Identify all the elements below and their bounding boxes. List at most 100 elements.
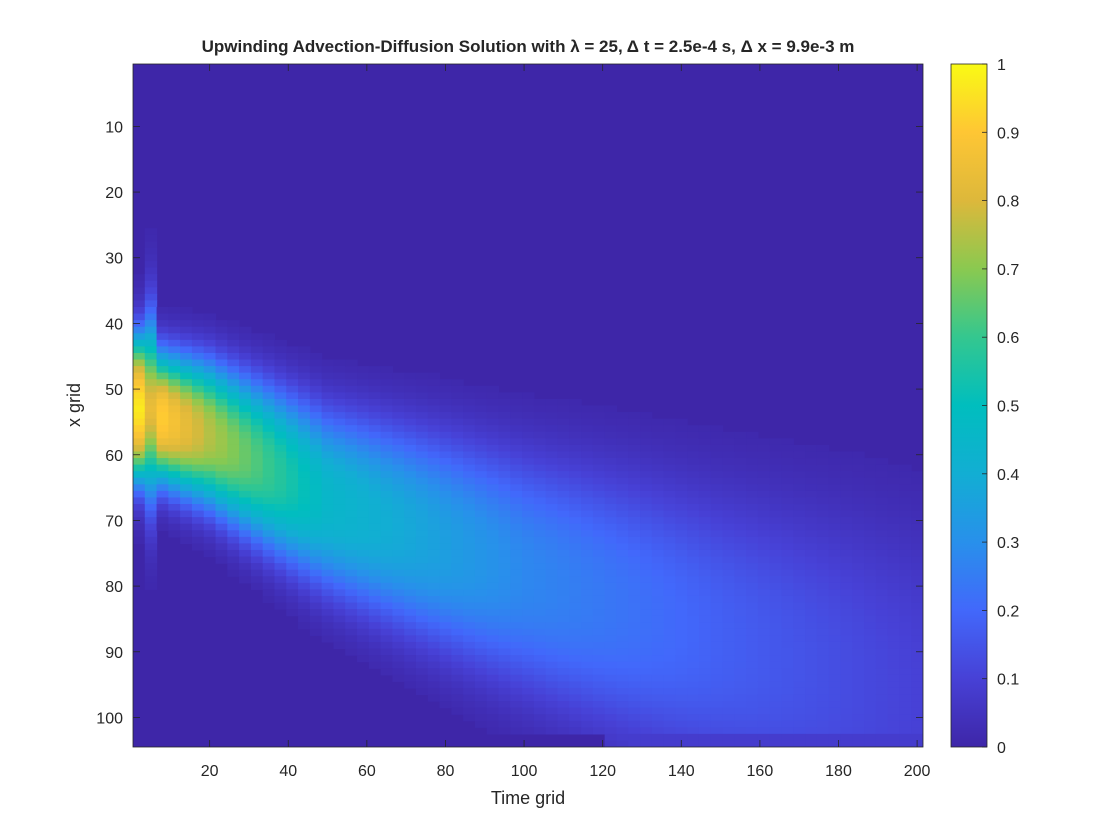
heatmap-cell [333, 379, 346, 387]
heatmap-cell [274, 464, 287, 472]
heatmap-cell [463, 510, 476, 518]
heatmap-cell [451, 398, 464, 407]
heatmap-cell [451, 477, 464, 485]
heatmap-cell [628, 641, 641, 650]
heatmap-cell [474, 451, 488, 459]
heatmap-cell [616, 543, 629, 551]
heatmap-cell [663, 687, 676, 696]
heatmap-cell [510, 490, 523, 499]
heatmap-cell [392, 641, 405, 650]
heatmap-cell [604, 628, 618, 636]
heatmap-cell [769, 458, 783, 466]
heatmap-cell [427, 471, 441, 479]
heatmap-cell [333, 576, 346, 584]
heatmap-cell [569, 661, 582, 669]
heatmap-cell [144, 392, 158, 400]
heatmap-cell [911, 530, 923, 538]
heatmap-cell [769, 589, 783, 597]
heatmap-cell [522, 609, 535, 617]
heatmap-cell [592, 655, 606, 663]
heatmap-cell [286, 405, 299, 413]
heatmap-cell [191, 398, 205, 407]
heatmap-cell [345, 398, 358, 407]
heatmap-cell [592, 622, 606, 630]
heatmap-cell [262, 517, 276, 525]
heatmap-cell [640, 431, 653, 439]
heatmap-cell [451, 444, 464, 453]
heatmap-cell [262, 576, 276, 584]
heatmap-cell [545, 543, 559, 551]
heatmap-cell [451, 589, 464, 597]
heatmap-cell [757, 668, 771, 676]
heatmap-cell [333, 517, 346, 525]
heatmap-cell [887, 720, 901, 728]
heatmap-cell [427, 504, 441, 512]
heatmap-cell [380, 595, 393, 604]
heatmap-cell [357, 372, 370, 380]
heatmap-cell [156, 333, 169, 341]
heatmap-cell [298, 504, 311, 512]
heatmap-cell [345, 504, 358, 512]
heatmap-cell [722, 628, 735, 636]
heatmap-cell [463, 661, 476, 669]
heatmap-cell [887, 733, 901, 742]
heatmap-cell [616, 694, 629, 702]
heatmap-cell [757, 471, 771, 479]
heatmap-cell [592, 635, 606, 643]
heatmap-cell [404, 615, 417, 623]
heatmap-cell [309, 490, 323, 499]
heatmap-cell [816, 576, 830, 584]
heatmap-cell [840, 504, 853, 512]
heatmap-cell [864, 615, 877, 623]
heatmap-cell [522, 523, 535, 531]
heatmap-cell [215, 536, 228, 545]
heatmap-cell [357, 444, 370, 453]
heatmap-cell [675, 497, 688, 505]
heatmap-cell [357, 615, 370, 623]
heatmap-cell [875, 458, 889, 466]
heatmap-cell [463, 425, 476, 433]
heatmap-cell [793, 622, 806, 630]
heatmap-cell [522, 458, 535, 466]
heatmap-cell [522, 530, 535, 538]
heatmap-cell [864, 714, 877, 722]
heatmap-cell [333, 615, 346, 623]
heatmap-cell [698, 530, 712, 538]
heatmap-cell [380, 602, 393, 610]
heatmap-cell [133, 293, 146, 302]
heatmap-cell [805, 740, 818, 747]
heatmap-cell [203, 412, 217, 420]
heatmap-cell [486, 615, 500, 623]
heatmap-cell [828, 451, 842, 459]
heatmap-cell [180, 458, 193, 466]
heatmap-cell [439, 523, 452, 531]
heatmap-cell [710, 490, 724, 499]
heatmap-cell [133, 313, 146, 321]
heatmap-cell [710, 556, 724, 564]
heatmap-cell [286, 346, 299, 354]
heatmap-cell [298, 569, 311, 577]
heatmap-cell [899, 484, 912, 492]
heatmap-cell [769, 727, 783, 735]
heatmap-cell [899, 641, 912, 650]
heatmap-cell [710, 622, 724, 630]
heatmap-cell [616, 661, 629, 669]
heatmap-cell [522, 464, 535, 472]
heatmap-cell [592, 687, 606, 696]
heatmap-cell [864, 497, 877, 505]
heatmap-cell [781, 668, 794, 676]
heatmap-cell [545, 687, 559, 696]
heatmap-cell [628, 707, 641, 715]
heatmap-cell [698, 655, 712, 663]
heatmap-cell [498, 720, 511, 728]
heatmap-cell [840, 720, 853, 728]
heatmap-cell [640, 641, 653, 650]
heatmap-cell [345, 517, 358, 525]
heatmap-cell [191, 497, 205, 505]
heatmap-cell [581, 484, 594, 492]
heatmap-cell [203, 549, 217, 558]
heatmap-cell [133, 490, 146, 499]
heatmap-cell [569, 530, 582, 538]
heatmap-cell [168, 326, 181, 334]
heatmap-cell [628, 615, 641, 623]
